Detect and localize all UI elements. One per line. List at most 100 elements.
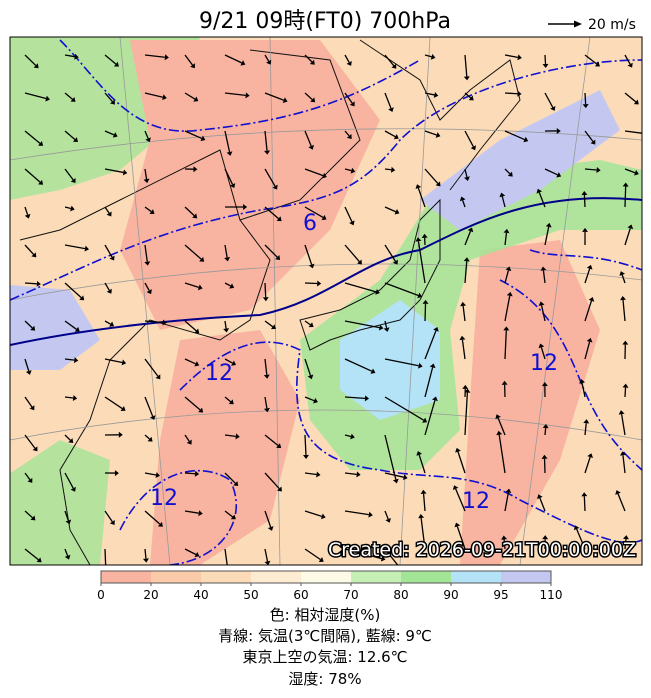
wind-vector-head: [622, 182, 629, 187]
wind-vector-head: [501, 535, 508, 540]
wind-vector: [304, 54, 313, 63]
wind-vector-head: [388, 107, 394, 113]
wind-vector-head: [112, 132, 118, 138]
wind-vector-head: [499, 192, 506, 198]
colorbar-label: 40: [193, 588, 208, 602]
wind-vector: [24, 434, 36, 449]
wind-vector: [384, 396, 425, 421]
wind-vector-head: [403, 474, 408, 481]
wind-vector: [224, 472, 236, 484]
wind-vector-head: [31, 252, 37, 258]
wind-vector: [104, 358, 123, 364]
wind-vector-head: [622, 340, 629, 345]
wind-vector: [417, 241, 426, 284]
wind-vector: [538, 192, 546, 208]
wind-vector-head: [368, 511, 373, 518]
wind-vector: [64, 434, 71, 441]
wind-vector-head: [541, 454, 548, 459]
wind-vector-head: [264, 150, 271, 155]
wind-vector: [584, 168, 597, 171]
wind-vector-head: [435, 132, 441, 138]
colorbar-label: 20: [143, 588, 158, 602]
wind-vector: [497, 417, 506, 436]
wind-vector-head: [622, 383, 629, 388]
wind-vector-head: [27, 477, 33, 483]
wind-vector: [622, 299, 626, 322]
wind-vector: [64, 548, 69, 557]
wind-vector: [104, 168, 124, 174]
wind-vector-head: [588, 297, 595, 302]
wind-vector: [24, 510, 33, 519]
wind-vector: [464, 230, 472, 246]
wind-vector: [144, 282, 150, 291]
wind-vector-head: [619, 451, 626, 456]
wind-vector-head: [24, 213, 31, 219]
wind-vector: [64, 92, 73, 100]
wind-vector-head: [545, 222, 552, 228]
wind-vector-head: [470, 145, 476, 151]
wind-vector-head: [282, 97, 288, 104]
wind-vector-head: [233, 481, 239, 487]
wind-vector: [584, 341, 591, 360]
wind-vector: [224, 396, 232, 403]
colorbar-segment: [401, 571, 451, 583]
coastline: [359, 39, 521, 191]
wind-vector-head: [459, 335, 466, 341]
wind-vector: [624, 186, 627, 208]
wind-vector: [64, 472, 74, 489]
moist-area: [420, 90, 620, 230]
wind-vector: [24, 472, 31, 481]
wind-vector-head: [507, 171, 513, 177]
wind-vector-head: [378, 324, 384, 331]
wind-vector: [264, 244, 278, 258]
wind-vector-head: [263, 374, 270, 379]
wind-vector: [304, 206, 324, 219]
wind-vector-head: [228, 399, 234, 405]
wind-vector: [224, 320, 227, 329]
wind-vector-head: [200, 135, 206, 142]
wind-vector-head: [422, 299, 429, 304]
wind-vector-head: [84, 245, 89, 252]
map-frame: [9, 36, 643, 566]
wind-vector: [344, 510, 369, 516]
wind-vector-head: [556, 127, 561, 134]
created-stamp: Created: 2026-09-21T00:00:00Z: [328, 539, 636, 561]
wind-vector: [504, 232, 508, 246]
wind-vector-head: [582, 227, 589, 232]
wind-vector-head: [318, 557, 324, 562]
wind-vector-head: [70, 96, 76, 102]
wind-vector: [64, 206, 71, 210]
colorbar-segment: [201, 571, 251, 583]
wind-vector: [344, 206, 353, 222]
wind-vector: [384, 510, 389, 520]
wind-vector-head: [454, 522, 461, 528]
wind-vector-head: [622, 535, 629, 540]
wind-vectors: [24, 53, 642, 569]
wind-vector-head: [224, 565, 230, 569]
wind-vector: [584, 268, 591, 284]
wind-vector: [424, 168, 439, 184]
wind-vector-head: [417, 292, 423, 299]
dry-area: [150, 330, 300, 565]
coastline: [299, 198, 441, 351]
wind-vector-head: [33, 63, 39, 69]
wind-vector: [464, 261, 468, 284]
wind-vector: [304, 168, 324, 177]
wind-vector-head: [350, 167, 356, 174]
wind-vector: [540, 347, 546, 360]
coastline: [59, 219, 271, 565]
wind-vector: [144, 510, 161, 525]
wind-vector: [540, 305, 546, 322]
wind-vector-head: [433, 91, 439, 98]
wind-vector: [304, 472, 317, 476]
wind-vector-head: [357, 259, 362, 265]
wind-vector: [504, 295, 511, 322]
wind-vector-head: [391, 63, 397, 69]
wind-vector-head: [317, 280, 322, 287]
wind-vector-head: [309, 59, 315, 65]
wind-vector-head: [275, 255, 281, 260]
wind-vector: [64, 320, 77, 330]
wind-vector: [544, 427, 547, 436]
wind-vector-head: [64, 554, 71, 560]
wind-vector-head: [276, 443, 282, 448]
